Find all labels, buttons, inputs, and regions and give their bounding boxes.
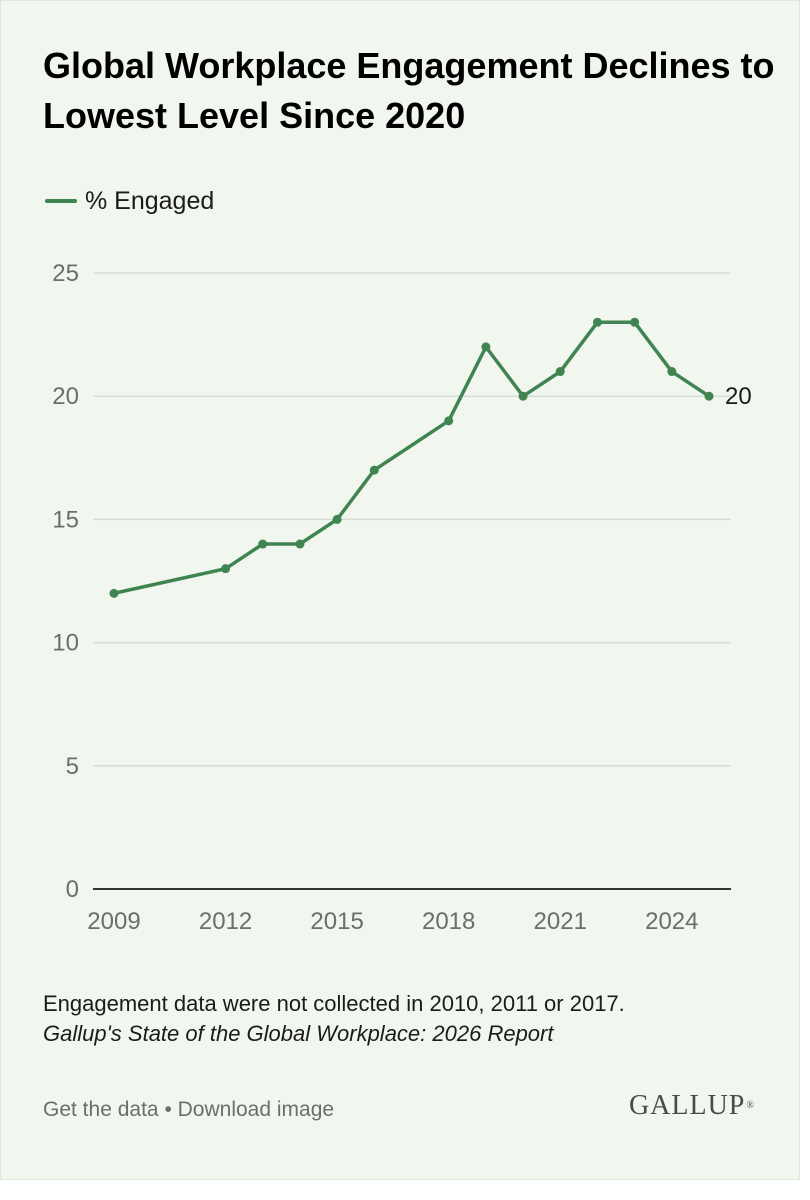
x-axis-ticks: 2009 2012 2015 2018 2021 2024 [87,908,698,935]
y-tick-label-10: 10 [52,630,79,657]
data-note: Engagement data were not collected in 20… [43,991,625,1016]
x-tick-label-2024: 2024 [645,908,698,935]
data-point-2018 [444,416,454,426]
data-point-2013 [258,539,268,549]
gallup-logo: GALLUP® [629,1089,755,1123]
data-point-2023 [630,317,640,327]
gridlines [93,272,731,767]
data-point-2009 [109,588,119,598]
logo-registered-mark: ® [746,1100,755,1111]
data-point-2015 [332,514,342,524]
data-point-2025 [704,391,714,401]
data-point-2019 [481,342,491,352]
y-tick-label-20: 20 [52,383,79,410]
y-tick-label-0: 0 [66,876,79,903]
series-engaged: 20 [109,317,752,598]
x-tick-label-2021: 2021 [534,908,587,935]
legend-swatch [45,199,77,203]
data-point-2024 [667,367,677,377]
y-tick-label-5: 5 [66,753,79,780]
series-line-engaged [112,320,711,596]
data-point-2012 [221,564,231,574]
data-point-2014 [295,539,305,549]
x-tick-label-2015: 2015 [310,908,363,935]
y-axis-ticks: 0 5 10 15 20 25 [52,260,79,903]
get-data-link[interactable]: Get the data [43,1098,159,1121]
data-point-2022 [592,317,602,327]
line-chart: 0 5 10 15 20 25 2009 2012 2015 2018 2021 2024 20 [52,260,752,935]
y-tick-label-15: 15 [52,506,79,533]
x-tick-label-2012: 2012 [199,908,252,935]
logo-text: GALLUP [628,1090,746,1121]
x-tick-label-2018: 2018 [422,908,475,935]
chart-card: Global Workplace Engagement Declines to … [0,0,800,1180]
end-value-label: 20 [725,383,752,410]
source-note: Gallup's State of the Global Workplace: … [43,1021,554,1046]
y-tick-label-25: 25 [52,260,79,287]
x-tick-label-2009: 2009 [87,908,140,935]
download-image-link[interactable]: Download image [177,1098,335,1121]
footer-links: Get the data • Download image [43,1095,334,1125]
data-point-2020 [518,391,528,401]
data-point-2021 [555,367,565,377]
chart-title: Global Workplace Engagement Declines to … [43,45,775,136]
chart-legend: % Engaged [45,185,214,217]
data-point-2016 [369,465,379,475]
legend-label: % Engaged [85,186,215,215]
footer-separator: • [164,1098,172,1121]
